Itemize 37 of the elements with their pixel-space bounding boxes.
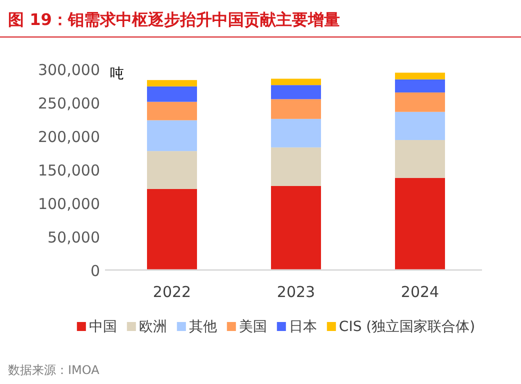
source-note: 数据来源：IMOA xyxy=(8,363,100,377)
bar xyxy=(147,120,197,152)
bar xyxy=(395,140,445,178)
y-tick-label: 250,000 xyxy=(38,94,100,112)
bar xyxy=(147,80,197,86)
bar xyxy=(271,147,321,186)
legend-label: CIS (独立国家联合体) xyxy=(338,319,476,335)
legend-label: 中国 xyxy=(88,319,117,335)
y-tick-label: 200,000 xyxy=(38,128,100,146)
bar xyxy=(271,85,321,100)
bar xyxy=(147,102,197,120)
bar xyxy=(147,86,197,102)
bar xyxy=(395,178,445,270)
x-tick-label: 2022 xyxy=(152,283,192,301)
bar xyxy=(271,118,321,148)
chart-title: 图 19：钼需求中枢逐步抬升中国贡献主要增量 xyxy=(8,10,340,29)
bar xyxy=(395,112,445,140)
y-tick-label: 100,000 xyxy=(38,195,100,213)
x-tick-label: 2024 xyxy=(400,283,440,301)
bar xyxy=(395,79,445,92)
y-tick-label: 0 xyxy=(90,262,100,280)
y-tick-label: 300,000 xyxy=(38,61,100,79)
bar xyxy=(147,151,197,189)
y-tick-label: 50,000 xyxy=(48,228,100,246)
legend-label: 欧洲 xyxy=(138,319,167,335)
bar xyxy=(147,188,197,270)
bar xyxy=(395,92,445,112)
legend-label: 其他 xyxy=(188,319,217,335)
legend-label: 美国 xyxy=(238,319,267,335)
bar xyxy=(271,186,321,270)
y-tick-label: 150,000 xyxy=(38,162,100,180)
y-axis-title: 吨 xyxy=(110,66,124,82)
legend-label: 日本 xyxy=(288,319,317,335)
bar xyxy=(271,78,321,86)
bar xyxy=(271,99,321,119)
bar xyxy=(395,72,445,80)
x-tick-label: 2023 xyxy=(276,283,316,301)
